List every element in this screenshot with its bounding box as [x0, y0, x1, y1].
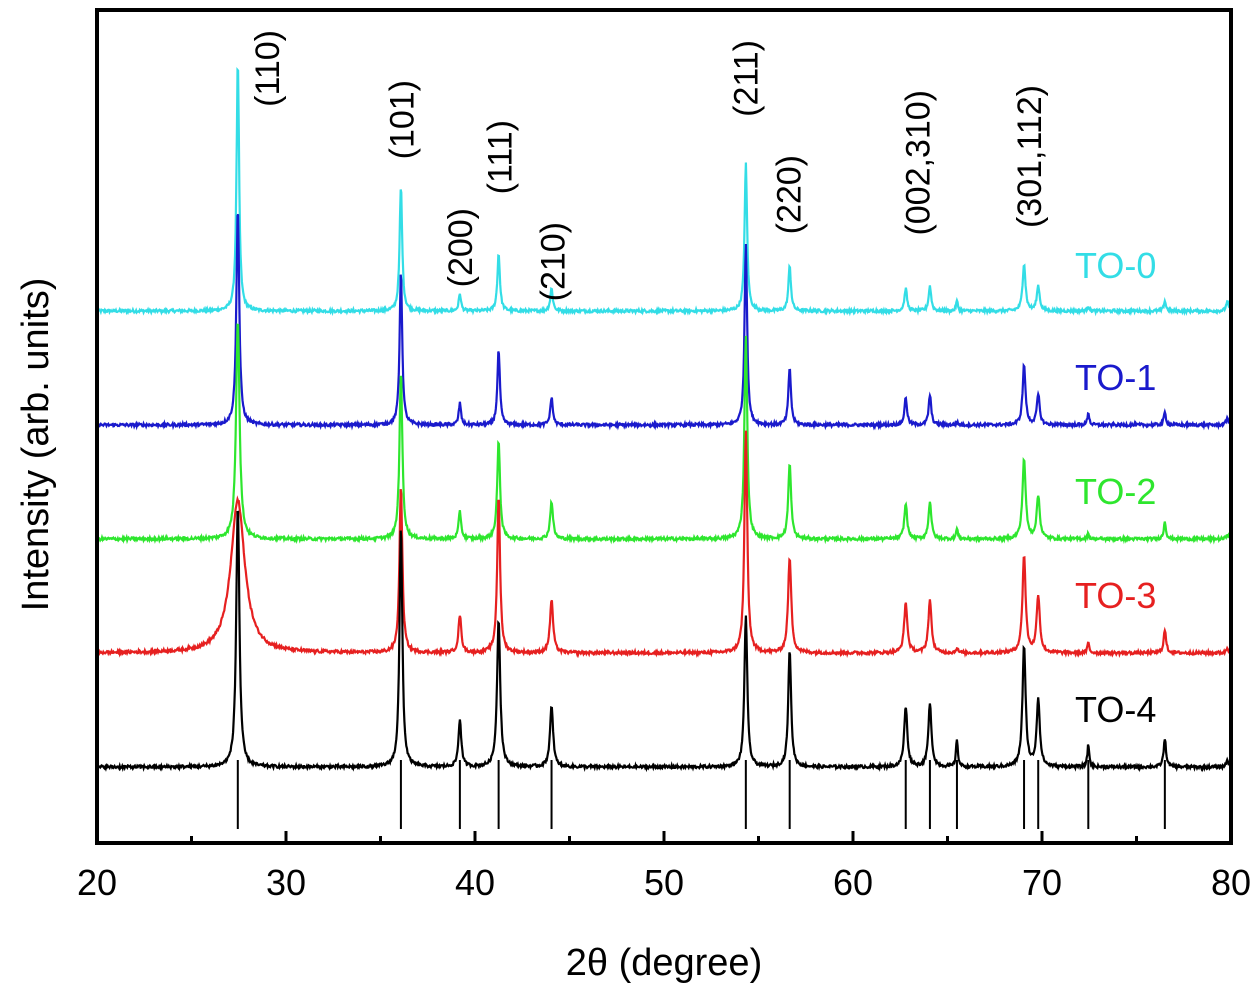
hkl-label: (301,112)	[1011, 85, 1049, 228]
x-tick-label: 20	[77, 862, 117, 903]
reference-lines	[236, 760, 1166, 829]
series-line-to-1	[95, 213, 1233, 431]
x-axis-label: 2θ (degree)	[566, 942, 762, 984]
hkl-label: (101)	[383, 80, 421, 159]
x-tick-label: 50	[644, 862, 684, 903]
hkl-label: (210)	[535, 222, 573, 301]
legend-label-to-2: TO-2	[1075, 471, 1156, 512]
hkl-label: (220)	[771, 155, 809, 234]
series-line-to-2	[96, 323, 1232, 545]
hkl-label: (002,310)	[899, 90, 937, 236]
x-tick-label: 30	[266, 862, 306, 903]
hkl-annotations: (110) (101) (200)(111) (210) (211)(220) (002,…	[249, 30, 1049, 301]
series-line-to-0	[96, 67, 1232, 317]
x-tick-label: 40	[455, 862, 495, 903]
series-traces	[95, 67, 1233, 773]
legend-label-to-4: TO-4	[1075, 689, 1156, 730]
legend-label-to-0: TO-0	[1075, 245, 1156, 286]
hkl-label: (110)	[249, 30, 287, 107]
legend-label-to-3: TO-3	[1075, 575, 1156, 616]
hkl-label: (111)	[482, 120, 520, 194]
x-tick-label: 70	[1022, 862, 1062, 903]
x-tick-label: 60	[833, 862, 873, 903]
series-line-to-4	[96, 510, 1232, 773]
legend-label-to-1: TO-1	[1075, 357, 1156, 398]
hkl-label: (200)	[442, 208, 480, 287]
legend: TO-0 TO-1 TO-2 TO-3 TO-4	[1075, 245, 1156, 730]
hkl-label: (211)	[727, 40, 765, 117]
series-line-to-3	[96, 430, 1232, 659]
y-axis-label: Intensity (arb. units)	[15, 278, 57, 612]
x-axis: 20 30 40 50 60 70 80	[77, 831, 1251, 903]
x-tick-label: 80	[1211, 862, 1251, 903]
